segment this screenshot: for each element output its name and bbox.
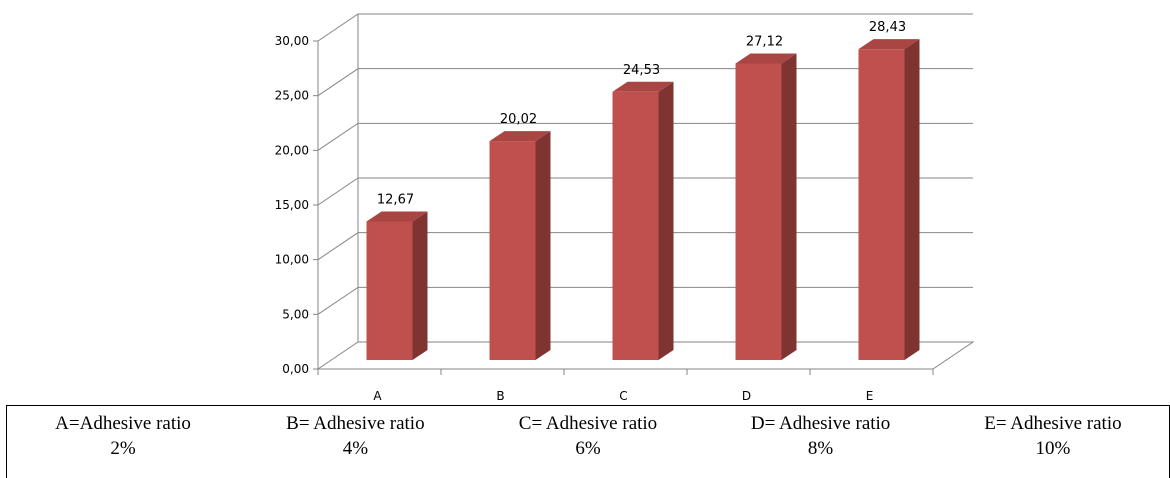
x-category-label: C	[619, 389, 627, 400]
x-category-label: A	[373, 389, 382, 400]
x-category-label: D	[742, 389, 751, 400]
bar-top-d	[735, 53, 797, 64]
legend-d-ratio: 8%	[807, 438, 834, 459]
bar-top-c	[612, 81, 674, 92]
legend-e-label: E= Adhesive ratio	[984, 413, 1122, 434]
data-label-c: 24,53	[623, 63, 660, 78]
legend-a-ratio: 2%	[110, 438, 136, 459]
legend-b-ratio: 4%	[342, 438, 369, 459]
y-tick-label: 20,00	[275, 143, 309, 157]
bar-side-e	[904, 39, 920, 360]
bar-top-e	[858, 39, 920, 50]
bar-side-c	[658, 81, 674, 361]
data-label-e: 28,43	[869, 20, 906, 35]
legend-cell-d: D= Adhesive ratio 8%	[704, 405, 937, 478]
bar-top-a	[366, 211, 428, 222]
y-tick-label: 25,00	[275, 89, 309, 103]
y-tick-label: 0,00	[282, 362, 309, 376]
legend-cell-a: A=Adhesive ratio 2%	[6, 405, 240, 478]
legend-b-label: B= Adhesive ratio	[286, 413, 425, 434]
y-tick-label: 10,00	[275, 253, 309, 267]
legend-c-ratio: 6%	[575, 438, 601, 459]
legend-a-label: A=Adhesive ratio	[55, 413, 191, 434]
legend-cell-b: B= Adhesive ratio 4%	[239, 405, 472, 478]
y-tick-label: 30,00	[275, 34, 309, 48]
chart-floor	[316, 341, 975, 370]
legend-d-label: D= Adhesive ratio	[750, 413, 891, 434]
data-label-b: 20,02	[500, 112, 537, 127]
y-tick-label: 5,00	[282, 307, 309, 321]
bar-front-e	[858, 49, 905, 360]
legend-cell-e: E= Adhesive ratio 10%	[936, 405, 1170, 478]
bar-front-c	[612, 91, 659, 361]
bar-front-a	[366, 221, 413, 360]
category-legend-table: A=Adhesive ratio 2% B= Adhesive ratio 4%…	[6, 405, 1170, 478]
y-tick-label: 15,00	[275, 198, 309, 212]
bar-side-d	[781, 53, 797, 360]
legend-c-label: C= Adhesive ratio	[518, 413, 658, 434]
bar-top-b	[489, 131, 551, 142]
bar-front-d	[735, 63, 782, 360]
data-label-a: 12,67	[377, 192, 414, 207]
bar-chart: 0,00 5,00 10,00 15,00 20,00 25,00 30,00 12,67 A 2…	[275, 13, 975, 400]
bar-side-a	[412, 211, 428, 360]
legend-e-ratio: 10%	[1035, 438, 1071, 459]
legend-cell-c: C= Adhesive ratio 6%	[471, 405, 705, 478]
bar-front-b	[489, 141, 536, 360]
x-category-label: B	[496, 389, 504, 400]
bar-side-b	[535, 131, 551, 360]
x-category-label: E	[866, 389, 874, 400]
data-label-d: 27,12	[746, 34, 783, 49]
